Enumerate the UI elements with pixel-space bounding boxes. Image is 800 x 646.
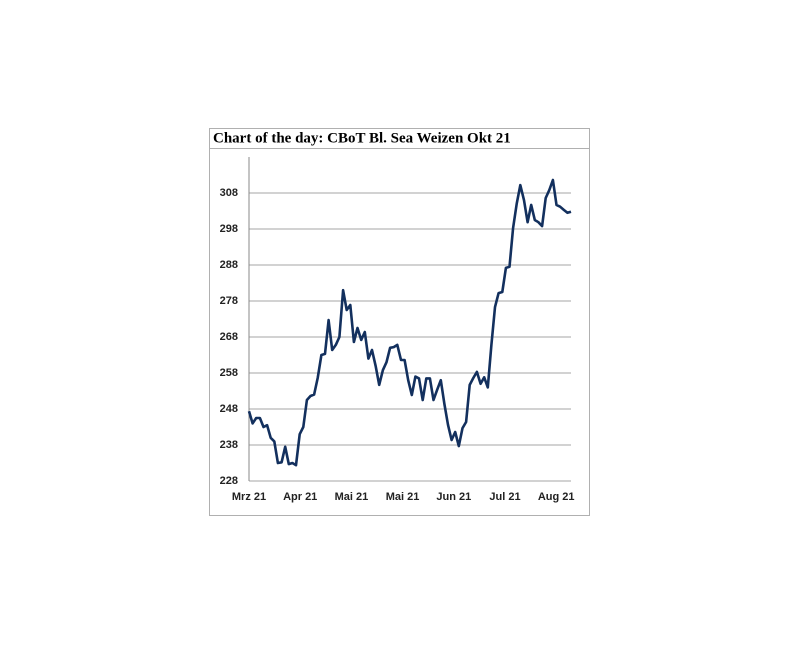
y-tick-label: 308 bbox=[220, 187, 238, 199]
y-tick-label: 248 bbox=[220, 403, 238, 415]
y-tick-label: 258 bbox=[220, 367, 238, 379]
y-tick-label: 288 bbox=[220, 259, 238, 271]
y-tick-label: 228 bbox=[220, 475, 238, 487]
x-tick-label: Mrz 21 bbox=[232, 491, 266, 503]
x-tick-label: Mai 21 bbox=[335, 491, 369, 503]
y-tick-label: 268 bbox=[220, 331, 238, 343]
y-tick-label: 278 bbox=[220, 295, 238, 307]
y-tick-label: 238 bbox=[220, 439, 238, 451]
x-tick-label: Aug 21 bbox=[538, 491, 575, 503]
price-line bbox=[247, 178, 572, 467]
chart-title: Chart of the day: CBoT Bl. Sea Weizen Ok… bbox=[213, 130, 511, 146]
x-tick-label: Jul 21 bbox=[489, 491, 520, 503]
x-tick-label: Mai 21 bbox=[386, 491, 420, 503]
x-tick-label: Jun 21 bbox=[436, 491, 471, 503]
chart-frame bbox=[209, 128, 590, 516]
x-tick-label: Apr 21 bbox=[283, 491, 317, 503]
y-tick-label: 298 bbox=[220, 223, 238, 235]
